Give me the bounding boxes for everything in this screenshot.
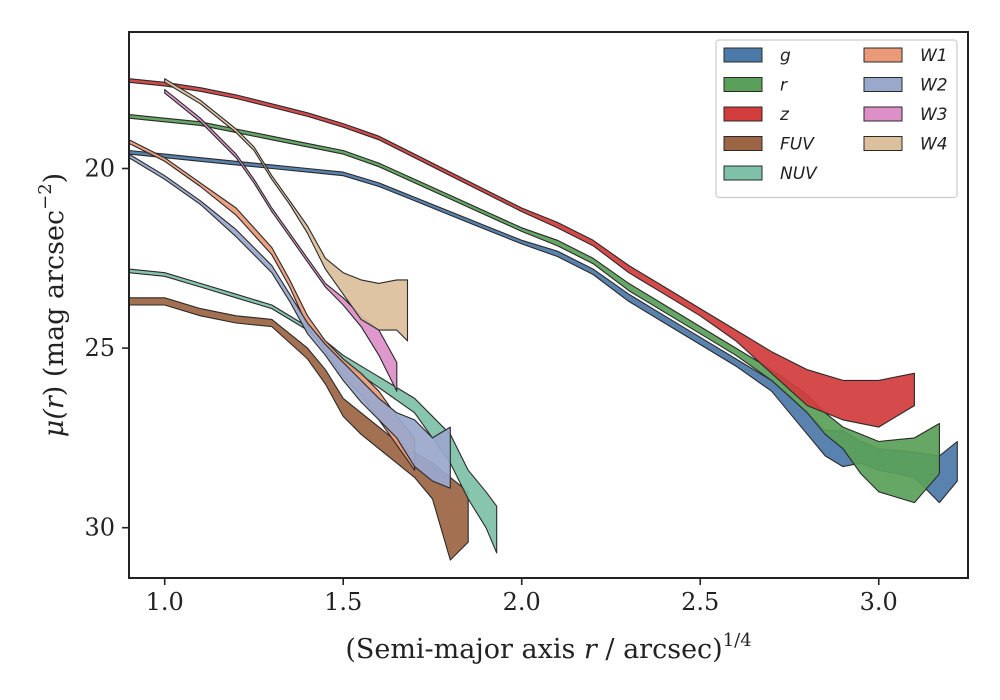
legend-swatch-g	[723, 47, 763, 63]
y-axis: 20 25 30	[84, 155, 129, 542]
band-w1	[129, 139, 416, 471]
legend-label-w3: W3	[920, 105, 948, 125]
x-tick-label: 1.5	[324, 588, 362, 616]
plot-area	[129, 78, 958, 561]
x-tick-label: 3.0	[860, 588, 898, 616]
x-tick-label: 2.5	[681, 588, 719, 616]
legend: grz FUV NUV W1 W2 W3 W4	[715, 39, 958, 199]
legend-swatch-w4	[863, 136, 903, 151]
y-tick-label: 30	[84, 514, 115, 542]
x-axis: 1.0 1.5 2.0 2.5 3.0	[146, 578, 898, 616]
legend-swatch-w2	[863, 77, 903, 92]
y-axis-title: μ(r) (mag arcsec−2)	[35, 173, 70, 437]
band-w3	[164, 88, 398, 392]
x-tick-label: 1.0	[146, 588, 184, 616]
legend-swatch-w3	[863, 106, 903, 122]
legend-label-g: g	[780, 46, 791, 66]
legend-swatch-r	[723, 77, 763, 92]
legend-label-w2: W2	[920, 76, 948, 96]
band-r	[129, 114, 940, 504]
y-tick-label: 25	[84, 334, 115, 362]
x-tick-label: 2.0	[503, 588, 541, 616]
legend-label-r: r	[780, 76, 788, 96]
legend-label-nuv: NUV	[780, 164, 818, 184]
band-g	[129, 149, 958, 504]
legend-label-fuv: FUV	[780, 135, 815, 155]
band-nuv	[129, 268, 498, 554]
legend-swatch-z	[723, 106, 763, 122]
x-axis-title: (Semi-major axis r / arcsec)1/4	[345, 630, 751, 665]
legend-label-z: z	[779, 105, 790, 125]
legend-label-w1: W1	[920, 46, 948, 66]
band-z	[129, 78, 915, 428]
band-fuv	[129, 297, 469, 561]
legend-swatch-w1	[863, 47, 903, 63]
axes-frame	[128, 31, 969, 579]
y-tick-label: 20	[84, 155, 115, 183]
band-w4	[164, 78, 409, 342]
legend-swatch-fuv	[723, 136, 763, 151]
legend-label-w4: W4	[920, 135, 948, 155]
legend-swatch-nuv	[723, 165, 763, 181]
band-w2	[129, 153, 451, 489]
